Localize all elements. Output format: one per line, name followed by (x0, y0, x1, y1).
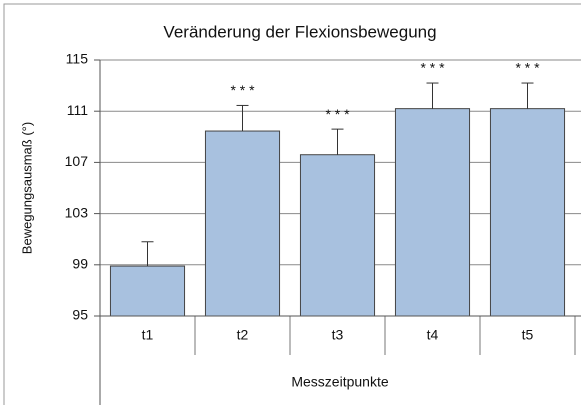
x-tick-label: t5 (522, 327, 534, 343)
x-tick-label: t4 (427, 327, 439, 343)
y-tick-label: 95 (72, 307, 88, 323)
y-tick-label: 103 (65, 204, 89, 220)
chart-title: Veränderung der Flexionsbewegung (163, 22, 436, 41)
y-axis-label: Bewegungsausmaß (°) (19, 122, 34, 254)
x-tick-label: t3 (332, 327, 344, 343)
significance-label: * * * (515, 60, 540, 76)
y-tick-label: 111 (67, 102, 88, 118)
y-tick-label: 99 (72, 256, 88, 272)
x-tick-label: t1 (142, 327, 154, 343)
x-tick-label: t2 (237, 327, 249, 343)
bar (394, 108, 471, 317)
bar (489, 108, 566, 317)
significance-label: * * * (325, 106, 350, 122)
bar (299, 154, 376, 317)
significance-label: * * * (230, 82, 255, 98)
bar (109, 265, 186, 317)
significance-label: * * * (420, 60, 445, 76)
bar (204, 130, 281, 317)
y-tick-label: 107 (65, 153, 89, 169)
x-axis-label: Messzeitpunkte (291, 374, 388, 390)
y-tick-label: 115 (66, 51, 89, 67)
